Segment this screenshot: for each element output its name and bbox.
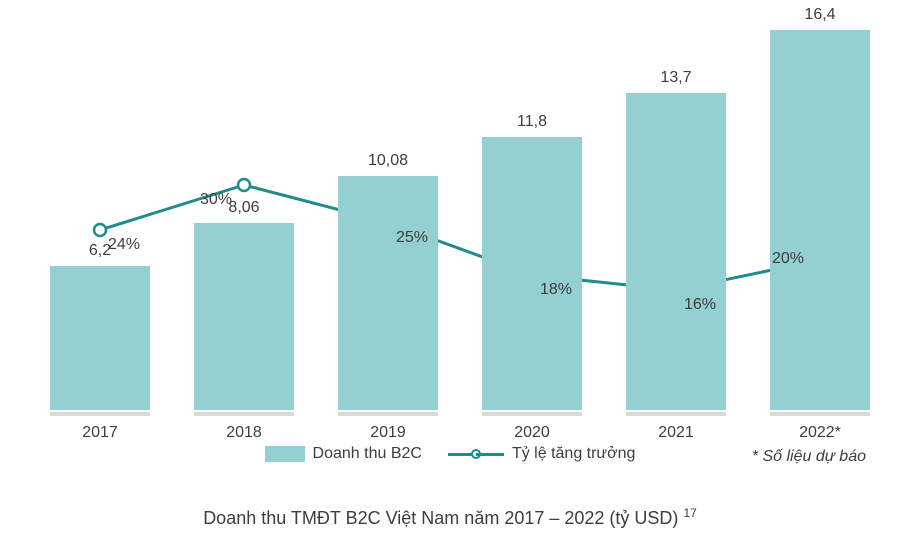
category-label: 2020 xyxy=(482,424,582,442)
line-marker xyxy=(238,179,250,191)
legend-line-swatch xyxy=(448,449,504,459)
bar: 10,08 xyxy=(338,176,438,410)
pct-label: 24% xyxy=(108,236,140,254)
category-label: 2022* xyxy=(770,424,870,442)
bar-baseline xyxy=(338,412,438,416)
pct-label: 20% xyxy=(772,250,804,268)
caption: Doanh thu TMĐT B2C Việt Nam năm 2017 – 2… xyxy=(0,506,900,529)
pct-label: 16% xyxy=(684,296,716,314)
legend-bar-label: Doanh thu B2C xyxy=(313,445,422,463)
bar-value-label: 13,7 xyxy=(626,69,726,87)
pct-label: 18% xyxy=(540,281,572,299)
legend-bar-swatch xyxy=(265,446,305,462)
bar: 6,2 xyxy=(50,266,150,410)
category-label: 2021 xyxy=(626,424,726,442)
bar: 16,4 xyxy=(770,30,870,410)
pct-label: 30% xyxy=(200,191,232,209)
bar-baseline xyxy=(770,412,870,416)
bar: 11,8 xyxy=(482,137,582,410)
line-marker xyxy=(94,224,106,236)
bar: 8,06 xyxy=(194,223,294,410)
caption-sup: 17 xyxy=(683,506,696,520)
bar-value-label: 11,8 xyxy=(482,113,582,131)
footnote: * Số liệu dự báo xyxy=(752,448,866,466)
category-label: 2018 xyxy=(194,424,294,442)
bar-value-label: 10,08 xyxy=(338,152,438,170)
pct-label: 25% xyxy=(396,229,428,247)
bar-value-label: 16,4 xyxy=(770,6,870,24)
plot-area: 6,220178,06201810,08201911,8202013,72021… xyxy=(50,10,870,430)
bar-baseline xyxy=(50,412,150,416)
bar-baseline xyxy=(482,412,582,416)
legend-line-label: Tỷ lệ tăng trưởng xyxy=(512,445,635,463)
bar-baseline xyxy=(194,412,294,416)
caption-text: Doanh thu TMĐT B2C Việt Nam năm 2017 – 2… xyxy=(203,508,678,528)
bar: 13,7 xyxy=(626,93,726,410)
category-label: 2017 xyxy=(50,424,150,442)
category-label: 2019 xyxy=(338,424,438,442)
bar-baseline xyxy=(626,412,726,416)
chart-container: 6,2 2017 8,06 2018 10,08 2019 11,8 2020 13,7 2021… xyxy=(0,0,900,547)
growth-line xyxy=(50,10,870,430)
